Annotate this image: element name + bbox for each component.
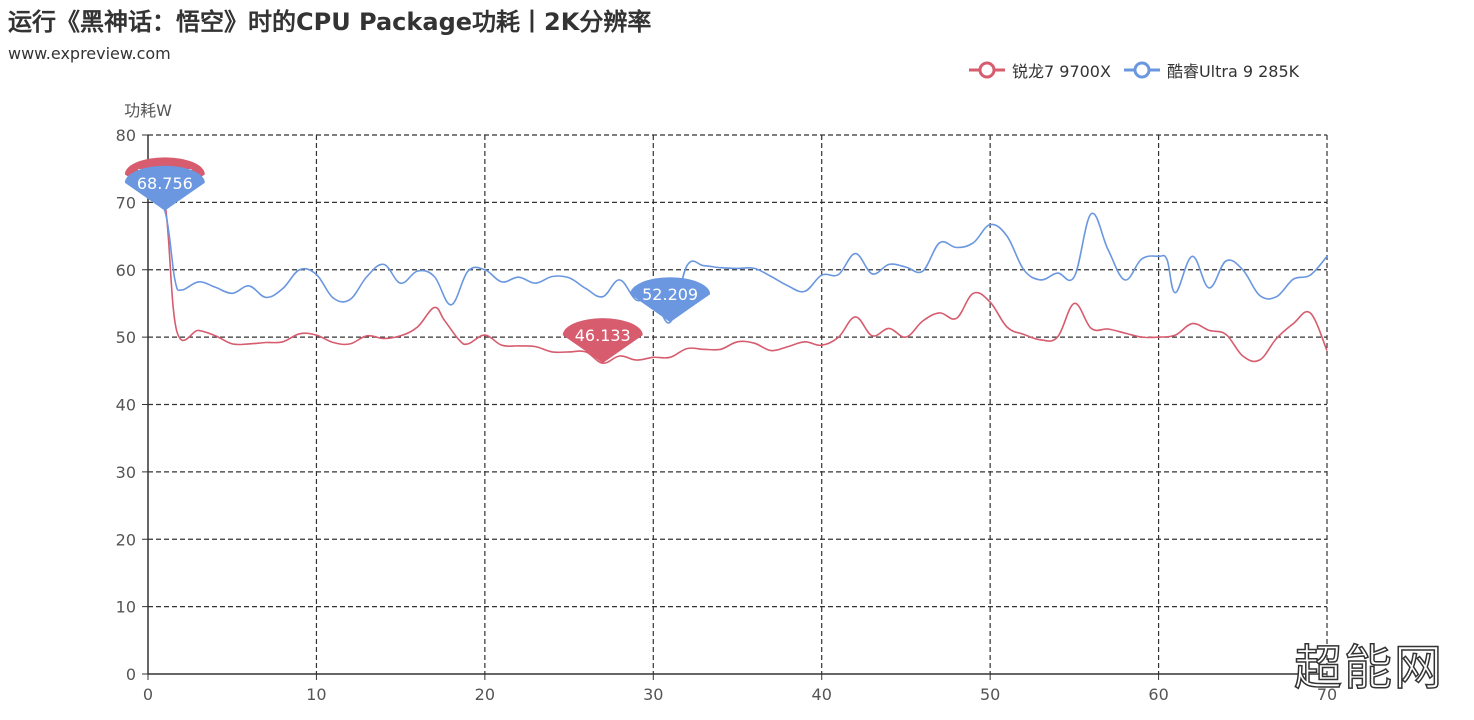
x-tick-label: 10 <box>306 685 326 704</box>
y-tick-label: 60 <box>116 261 136 280</box>
legend-swatch-core-ultra <box>1123 61 1160 79</box>
x-tick-label: 50 <box>980 685 1000 704</box>
x-tick-label: 70 <box>1317 685 1337 704</box>
y-axis-label: 功耗W <box>124 101 172 120</box>
data-label-pin <box>562 318 643 364</box>
y-tick-label: 50 <box>116 328 136 347</box>
y-tick-label: 0 <box>126 665 136 684</box>
legend-item-ryzen[interactable]: 锐龙7 9700X <box>968 58 1111 82</box>
x-tick-label: 60 <box>1148 685 1168 704</box>
y-tick-label: 10 <box>116 598 136 617</box>
x-tick-label: 0 <box>143 685 153 704</box>
legend: 锐龙7 9700X 酷睿Ultra 9 285K <box>968 58 1311 82</box>
chart-title: 运行《黑神话：悟空》时的CPU Package功耗丨2K分辨率 <box>8 8 652 36</box>
x-tick-label: 30 <box>643 685 663 704</box>
legend-label-ryzen: 锐龙7 9700X <box>1012 62 1111 81</box>
y-tick-label: 70 <box>116 193 136 212</box>
data-label-pin <box>630 277 711 323</box>
series-line-ryzen <box>147 164 1328 365</box>
legend-item-core-ultra[interactable]: 酷睿Ultra 9 285K <box>1123 58 1299 82</box>
legend-label-core-ultra: 酷睿Ultra 9 285K <box>1166 62 1300 81</box>
y-tick-label: 80 <box>116 126 136 145</box>
watermark-logo: 超能网 <box>1293 639 1445 697</box>
series-line-core-ultra <box>147 194 1328 324</box>
x-tick-label: 40 <box>812 685 832 704</box>
data-label-46-133: 46.133 <box>562 318 643 364</box>
data-label: 46.133 <box>575 326 631 345</box>
y-tick-label: 30 <box>116 463 136 482</box>
data-label: 68.756 <box>137 174 193 193</box>
data-label: 52.209 <box>642 285 698 304</box>
y-tick-label: 40 <box>116 396 136 415</box>
data-label-68-756: 68.756 <box>124 165 205 211</box>
data-label-52-209: 52.209 <box>630 277 711 323</box>
data-label-pin <box>124 165 205 211</box>
legend-swatch-ryzen <box>969 61 1005 79</box>
chart-subtitle: www.expreview.com <box>8 44 171 63</box>
y-tick-label: 20 <box>116 530 136 549</box>
x-tick-label: 20 <box>475 685 495 704</box>
